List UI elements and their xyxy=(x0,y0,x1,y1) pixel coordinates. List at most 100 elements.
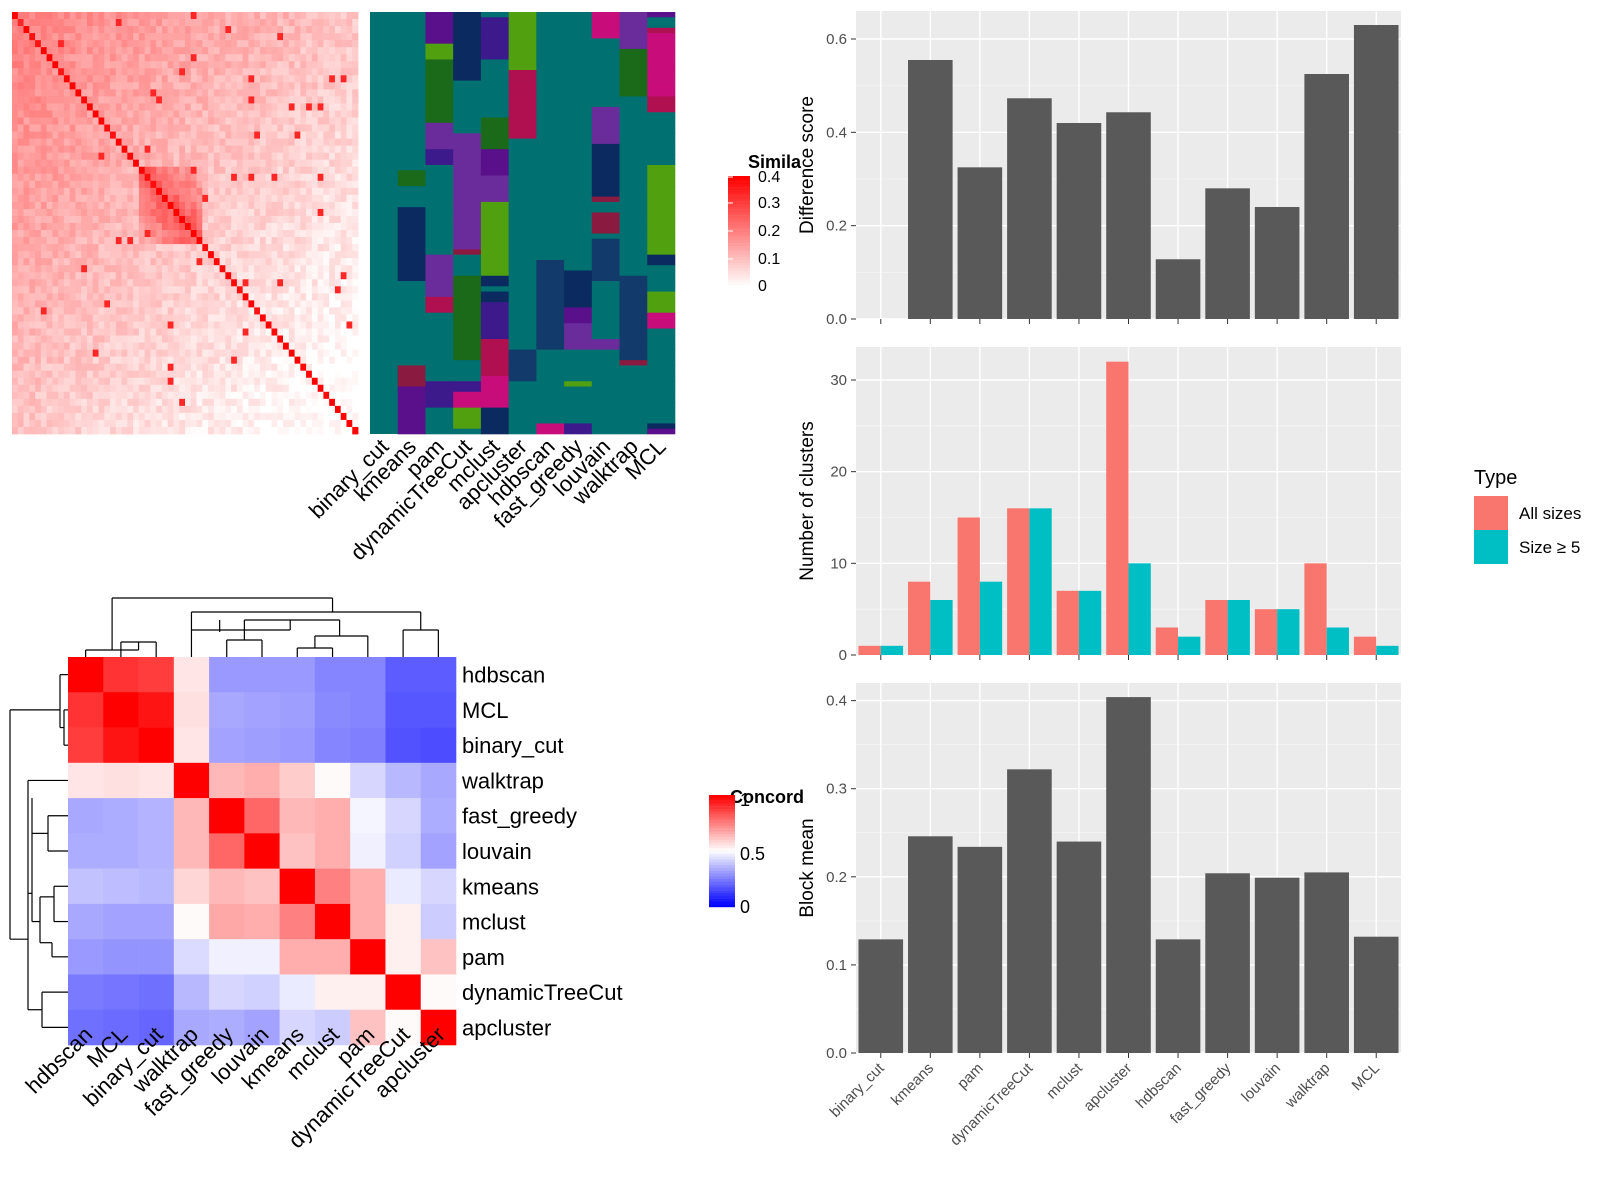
similarity-cell xyxy=(231,398,238,407)
similarity-cell xyxy=(196,258,203,266)
similarity-cell xyxy=(311,335,319,343)
assignment-cell xyxy=(591,212,620,219)
similarity-cell xyxy=(242,166,249,175)
assignment-cell xyxy=(619,370,648,377)
similarity-cell xyxy=(23,342,30,350)
similarity-cell xyxy=(156,82,163,90)
similarity-cell xyxy=(306,103,313,111)
similarity-cell xyxy=(213,335,220,343)
similarity-cell xyxy=(40,173,47,182)
similarity-cell xyxy=(29,384,36,393)
similarity-cell xyxy=(138,96,146,104)
similarity-cell xyxy=(63,26,71,34)
similarity-cell xyxy=(265,152,272,161)
similarity-cell xyxy=(104,103,111,111)
similarity-cell xyxy=(63,398,71,407)
assignment-cell xyxy=(480,339,509,345)
similarity-cell xyxy=(17,300,24,308)
similarity-cell xyxy=(236,426,244,435)
similarity-cell xyxy=(156,89,163,97)
similarity-cell xyxy=(17,363,24,372)
assignment-cell xyxy=(425,238,454,245)
similarity-cell xyxy=(110,26,117,34)
similarity-cell xyxy=(317,286,324,294)
assignment-cell xyxy=(453,223,482,229)
assignment-cell xyxy=(536,117,565,124)
assignment-cell xyxy=(564,201,593,208)
similarity-cell xyxy=(63,54,71,62)
similarity-cell xyxy=(98,82,105,90)
assignment-cell xyxy=(619,217,648,224)
similarity-cell xyxy=(288,237,295,245)
similarity-cell xyxy=(317,19,324,27)
similarity-cell xyxy=(110,223,117,231)
similarity-cell xyxy=(69,215,76,224)
assignment-cell xyxy=(647,349,676,356)
similarity-cell xyxy=(69,244,76,252)
similarity-colorbar-segment xyxy=(728,220,750,224)
similarity-cell xyxy=(317,215,324,224)
similarity-cell xyxy=(277,145,284,154)
similarity-cell xyxy=(138,258,146,266)
assignment-cell xyxy=(508,286,537,292)
assignment-cell xyxy=(397,317,426,324)
assignment-cell xyxy=(397,354,426,361)
concordance-cell xyxy=(173,903,210,940)
similarity-cell xyxy=(254,258,261,266)
similarity-cell xyxy=(138,370,146,379)
similarity-legend-tick-label: 0.3 xyxy=(758,195,780,212)
similarity-cell xyxy=(133,356,140,365)
similarity-cell xyxy=(161,117,169,125)
similarity-cell xyxy=(52,194,59,203)
assignment-cell xyxy=(425,117,454,124)
concordance-heatmap xyxy=(68,657,457,1046)
similarity-cell xyxy=(323,384,330,393)
similarity-cell xyxy=(288,187,295,196)
similarity-cell xyxy=(156,384,163,393)
similarity-cell xyxy=(115,258,122,266)
similarity-cell xyxy=(179,419,186,428)
similarity-cell xyxy=(225,103,232,111)
similarity-cell xyxy=(35,258,42,266)
assignment-cell xyxy=(508,265,537,271)
assignment-cell xyxy=(397,333,426,340)
similarity-cell xyxy=(248,405,255,414)
similarity-cell xyxy=(317,363,324,372)
concordance-cell xyxy=(244,974,280,1011)
concordance-colorbar-segment xyxy=(709,898,735,902)
similarity-cell xyxy=(161,110,169,118)
similarity-cell xyxy=(311,272,319,280)
similarity-cell xyxy=(52,265,59,273)
similarity-cell xyxy=(58,293,65,301)
similarity-cell xyxy=(288,307,295,315)
assignment-cell xyxy=(480,175,509,182)
similarity-cell xyxy=(81,328,88,336)
similarity-cell xyxy=(17,187,24,196)
similarity-cell xyxy=(110,96,117,104)
similarity-cell xyxy=(242,138,249,147)
similarity-cell xyxy=(121,89,128,97)
similarity-cell xyxy=(138,215,146,224)
similarity-cell xyxy=(311,124,319,132)
similarity-cell xyxy=(236,272,244,280)
similarity-cell xyxy=(288,321,295,329)
similarity-cell xyxy=(167,19,174,27)
assignment-cell xyxy=(508,191,537,197)
similarity-cell xyxy=(63,363,71,372)
similarity-cell xyxy=(69,307,76,315)
similarity-cell xyxy=(329,286,336,294)
similarity-cell xyxy=(167,180,174,189)
similarity-cell xyxy=(196,61,203,69)
assignment-cell xyxy=(453,412,482,419)
similarity-cell xyxy=(75,349,82,358)
similarity-cell xyxy=(265,370,272,379)
similarity-cell xyxy=(242,194,249,203)
similarity-cell xyxy=(156,307,163,315)
similarity-cell xyxy=(115,286,122,294)
similarity-cell xyxy=(167,54,174,62)
similarity-cell xyxy=(161,187,169,196)
similarity-cell xyxy=(300,391,307,400)
similarity-cell xyxy=(323,335,330,343)
assignment-cell xyxy=(397,265,426,271)
similarity-cell xyxy=(323,286,330,294)
